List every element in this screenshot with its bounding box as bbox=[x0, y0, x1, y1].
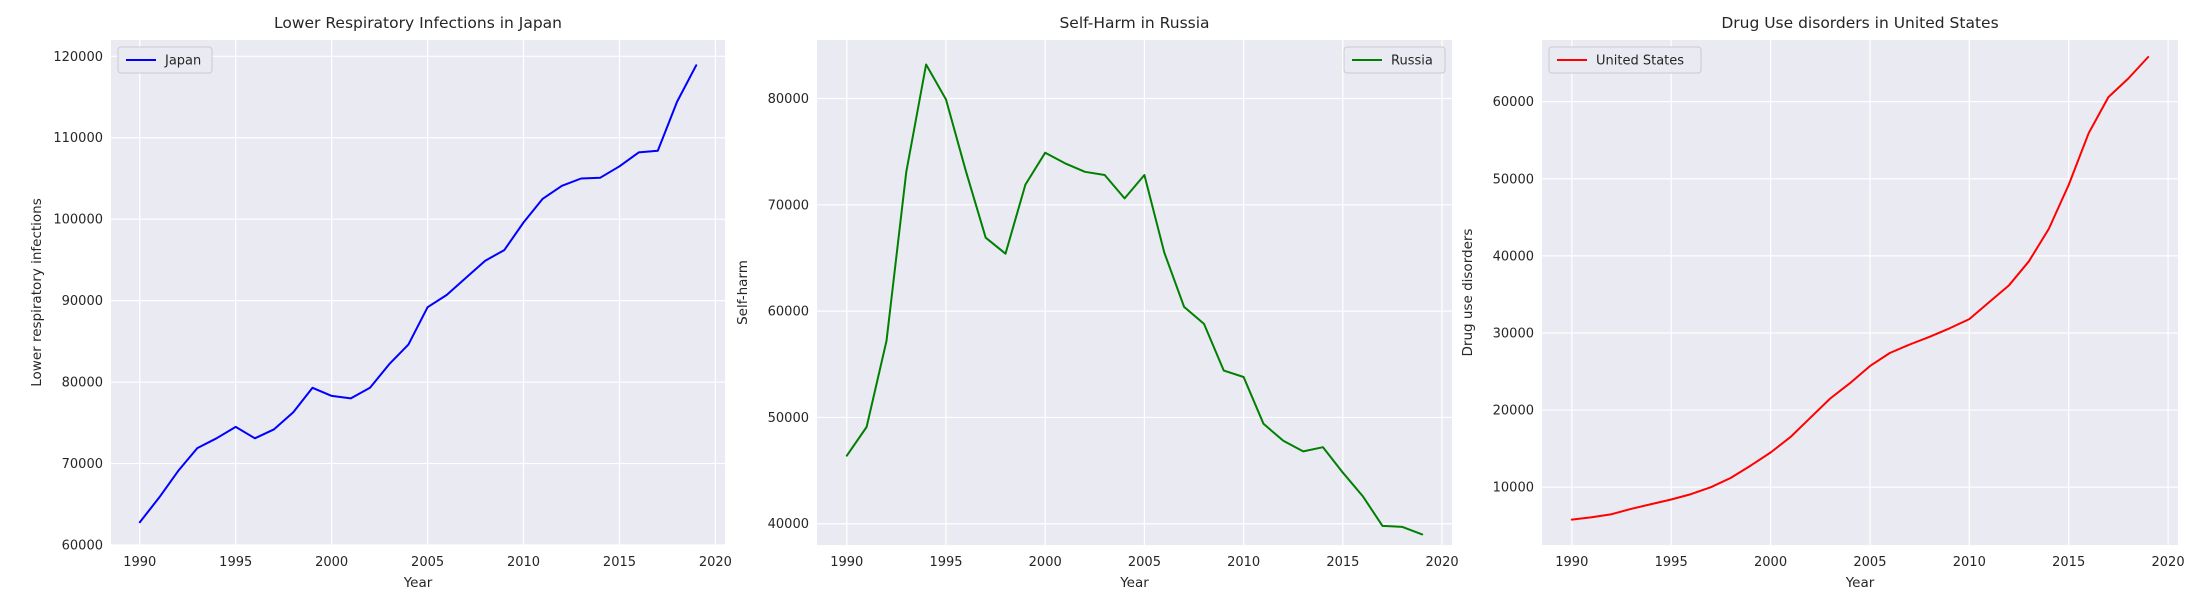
y-tick-label: 60000 bbox=[1493, 95, 1534, 110]
x-tick-label: 2005 bbox=[1128, 555, 1161, 570]
legend-box bbox=[1343, 46, 1446, 74]
x-tick-label: 2010 bbox=[507, 555, 540, 570]
y-tick-label: 10000 bbox=[1493, 481, 1534, 496]
x-tick-label: 2015 bbox=[1326, 555, 1359, 570]
legend: Russia bbox=[1343, 46, 1446, 74]
legend-label: Russia bbox=[1391, 54, 1433, 69]
y-tick-label: 100000 bbox=[53, 213, 103, 228]
chart-1: 1990 1995 2000 2005 2010 2015 2020 60000 70000 80… bbox=[29, 14, 732, 591]
series-line bbox=[845, 63, 1424, 536]
x-tick-label: 2000 bbox=[315, 555, 348, 570]
chart-title: Drug Use disorders in United States bbox=[1721, 14, 1998, 32]
x-tick-label: 1995 bbox=[219, 555, 252, 570]
legend-box bbox=[1548, 46, 1702, 74]
chart-title: Self-Harm in Russia bbox=[1059, 14, 1209, 32]
y-tick-label: 40000 bbox=[1493, 249, 1534, 264]
y-tick-label: 80000 bbox=[768, 92, 809, 107]
y-tick-label: 60000 bbox=[768, 305, 809, 320]
legend: Japan bbox=[117, 46, 213, 74]
x-tick-label: 2015 bbox=[2052, 555, 2085, 570]
x-tick-label: 2005 bbox=[411, 555, 444, 570]
y-axis-label: Self-harm bbox=[735, 260, 751, 325]
x-axis-label: Year bbox=[403, 575, 433, 591]
plot-area bbox=[111, 40, 725, 545]
x-tick-label: 1995 bbox=[929, 555, 962, 570]
y-tick-label: 80000 bbox=[62, 376, 103, 391]
y-tick-label: 60000 bbox=[62, 539, 103, 554]
x-axis-label: Year bbox=[1845, 575, 1875, 591]
x-axis-label: Year bbox=[1119, 575, 1149, 591]
x-tick-label: 2010 bbox=[1953, 555, 1986, 570]
x-tick-label: 1990 bbox=[123, 555, 156, 570]
legend-label: United States bbox=[1596, 54, 1684, 69]
x-tick-label: 1990 bbox=[830, 555, 863, 570]
y-tick-label: 70000 bbox=[768, 198, 809, 213]
y-tick-label: 110000 bbox=[53, 131, 103, 146]
series-line bbox=[138, 64, 698, 524]
y-tick-label: 120000 bbox=[53, 50, 103, 65]
x-tick-label: 2020 bbox=[699, 555, 732, 570]
x-tick-label: 2000 bbox=[1029, 555, 1062, 570]
legend-label: Japan bbox=[164, 54, 201, 69]
x-tick-label: 1995 bbox=[1655, 555, 1688, 570]
y-tick-label: 50000 bbox=[1493, 172, 1534, 187]
chart-2: 1990 1995 2000 2005 2010 2015 2020 40000 50000 60… bbox=[735, 14, 1459, 591]
chart-title: Lower Respiratory Infections in Japan bbox=[274, 14, 562, 32]
x-tick-label: 2000 bbox=[1754, 555, 1787, 570]
x-tick-label: 2020 bbox=[2152, 555, 2185, 570]
y-tick-label: 20000 bbox=[1493, 404, 1534, 419]
x-tick-label: 2010 bbox=[1227, 555, 1260, 570]
x-tick-label: 2005 bbox=[1853, 555, 1886, 570]
x-tick-label: 2015 bbox=[603, 555, 636, 570]
x-tick-label: 1990 bbox=[1555, 555, 1588, 570]
legend: United States bbox=[1548, 46, 1702, 74]
plot-area bbox=[817, 40, 1452, 545]
chart-3: 1990 1995 2000 2005 2010 2015 2020 10000 20000 30… bbox=[1460, 14, 2185, 591]
plot-area bbox=[1542, 40, 2178, 545]
y-axis-label: Lower respiratory infections bbox=[29, 198, 45, 387]
x-tick-label: 2020 bbox=[1426, 555, 1459, 570]
y-tick-label: 30000 bbox=[1493, 326, 1534, 341]
series-line bbox=[1570, 56, 2150, 521]
y-tick-label: 70000 bbox=[62, 457, 103, 472]
y-tick-label: 90000 bbox=[62, 294, 103, 309]
y-tick-label: 50000 bbox=[768, 411, 809, 426]
legend-box bbox=[117, 46, 213, 74]
y-tick-label: 40000 bbox=[768, 517, 809, 532]
y-axis-label: Drug use disorders bbox=[1460, 229, 1476, 357]
